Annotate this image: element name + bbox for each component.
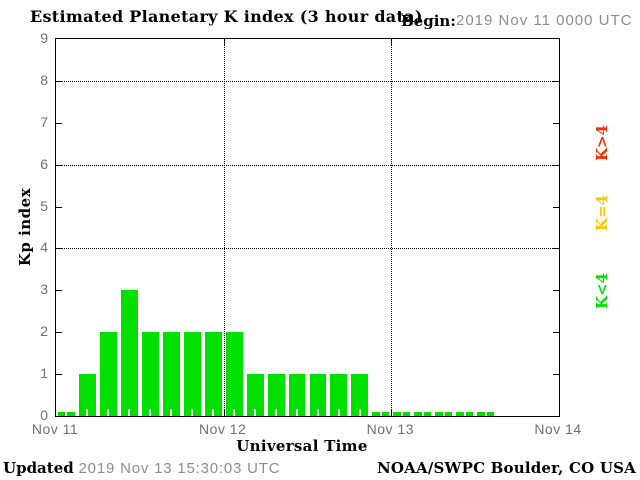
x-tick-label-1: Nov 12 <box>198 421 247 437</box>
updated-timestamp: Updated 2019 Nov 13 15:30:03 UTC <box>3 459 280 477</box>
y-tick-label-8: 8 <box>40 71 48 88</box>
kp-bar <box>351 374 369 416</box>
ytick-mark <box>56 122 62 124</box>
ytick-mark <box>56 374 62 376</box>
gridline-day <box>223 39 225 416</box>
tick-bottom <box>391 409 393 416</box>
ytick-mark <box>56 80 62 82</box>
chart-title: Estimated Planetary K index (3 hour data… <box>30 7 423 26</box>
kp-bar <box>162 332 180 416</box>
begin-value: 2019 Nov 11 0000 UTC <box>456 12 633 29</box>
tick-bottom <box>223 409 225 416</box>
bar-tick-notch <box>107 409 110 416</box>
kp-bar <box>330 374 348 416</box>
gridline-y-4 <box>56 248 559 250</box>
kp-bar <box>225 332 243 416</box>
bar-tick-notch <box>442 409 445 416</box>
y-tick-label-4: 4 <box>40 239 48 256</box>
kp-bar <box>204 332 222 416</box>
ytick-mark <box>56 332 62 334</box>
bar-tick-notch <box>254 409 257 416</box>
ytick-mark <box>56 164 62 166</box>
y-tick-label-2: 2 <box>40 323 48 340</box>
ytick-mark <box>56 290 62 292</box>
bar-tick-notch <box>233 409 236 416</box>
kp-bar <box>309 374 327 416</box>
ytick-mark <box>553 122 559 124</box>
x-tick-label-3: Nov 14 <box>534 421 582 437</box>
bar-tick-notch <box>316 409 319 416</box>
y-tick-label-9: 9 <box>40 30 48 46</box>
ytick-mark <box>553 206 559 208</box>
bar-tick-notch <box>128 409 131 416</box>
bar-tick-notch <box>170 409 173 416</box>
y-tick-label-6: 6 <box>40 155 48 172</box>
begin-label: Begin: <box>401 12 456 30</box>
bar-tick-notch <box>212 409 215 416</box>
bar-tick-notch <box>275 409 278 416</box>
gridline-y-6 <box>56 164 559 166</box>
kp-bar <box>183 332 201 416</box>
y-tick-label-7: 7 <box>40 113 48 130</box>
bar-tick-notch <box>337 409 340 416</box>
bar-tick-notch <box>86 409 89 416</box>
bar-tick-notch <box>484 409 487 416</box>
y-tick-label-5: 5 <box>40 197 48 214</box>
plot-area <box>55 38 560 417</box>
ytick-mark <box>56 248 62 250</box>
tick-top <box>391 39 393 46</box>
kp-bar <box>267 374 285 416</box>
bar-tick-notch <box>379 409 382 416</box>
bar-tick-notch <box>400 409 403 416</box>
kp-bar <box>288 374 306 416</box>
kp-bar <box>141 332 159 416</box>
ytick-mark <box>553 374 559 376</box>
x-tick-label-0: Nov 11 <box>31 421 79 437</box>
bar-tick-notch <box>421 409 424 416</box>
x-tick-label-2: Nov 13 <box>366 421 414 437</box>
bar-tick-notch <box>65 409 68 416</box>
kp-bar <box>120 290 138 416</box>
bar-tick-notch <box>149 409 152 416</box>
bar-tick-notch <box>191 409 194 416</box>
bar-tick-notch <box>358 409 361 416</box>
updated-value: 2019 Nov 13 15:30:03 UTC <box>78 460 281 477</box>
source-attribution: NOAA/SWPC Boulder, CO USA <box>376 459 636 477</box>
kp-bar <box>99 332 117 416</box>
ytick-mark <box>553 164 559 166</box>
ytick-mark <box>56 206 62 208</box>
y-tick-label-0: 0 <box>40 407 48 423</box>
kp-bar <box>246 374 264 416</box>
bar-tick-notch <box>296 409 299 416</box>
ytick-mark <box>553 290 559 292</box>
ytick-mark <box>553 332 559 334</box>
gridline-y-8 <box>56 80 559 82</box>
ytick-mark <box>553 80 559 82</box>
y-tick-label-1: 1 <box>40 365 48 382</box>
updated-label: Updated <box>3 459 74 477</box>
y-tick-label-3: 3 <box>40 281 48 298</box>
bar-tick-notch <box>463 409 466 416</box>
x-axis-label: Universal Time <box>236 437 368 455</box>
tick-top <box>223 39 225 46</box>
ytick-mark <box>553 248 559 250</box>
gridline-day <box>391 39 393 416</box>
kp-bar <box>78 374 96 416</box>
